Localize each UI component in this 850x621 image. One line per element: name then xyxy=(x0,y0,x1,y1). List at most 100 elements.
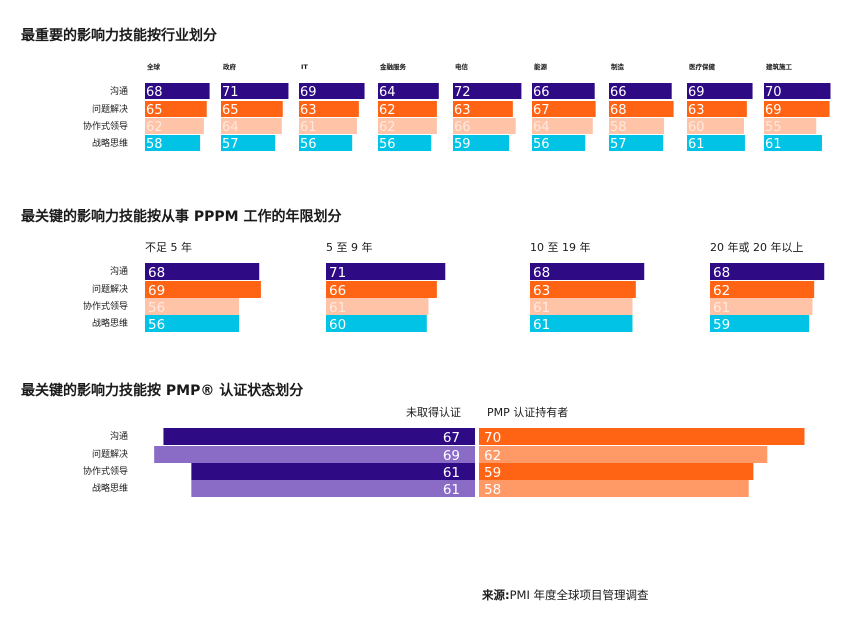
data-label: 61 xyxy=(443,465,460,481)
data-label: 59 xyxy=(484,465,501,481)
data-label: 58 xyxy=(484,482,501,498)
bar xyxy=(532,83,595,99)
bar xyxy=(191,480,475,497)
bar xyxy=(145,315,240,332)
bar xyxy=(145,281,261,298)
category-label: 不足 5 年 xyxy=(145,240,192,254)
data-label: 56 xyxy=(148,317,165,333)
data-label: 66 xyxy=(610,85,627,100)
data-label: 60 xyxy=(688,120,705,135)
bar xyxy=(326,263,446,280)
skill-label: 问题解决 xyxy=(92,448,128,460)
data-label: 61 xyxy=(443,482,460,498)
bar xyxy=(453,83,522,99)
data-label: 61 xyxy=(713,300,730,316)
bar xyxy=(221,135,276,151)
data-label: 61 xyxy=(329,300,346,316)
bar xyxy=(532,101,596,117)
bar xyxy=(221,101,283,117)
category-label: 金融服务 xyxy=(379,62,407,71)
data-label: 61 xyxy=(765,137,782,152)
bar xyxy=(221,118,282,134)
data-label: 62 xyxy=(713,283,730,299)
bar xyxy=(145,101,207,117)
data-label: 70 xyxy=(484,430,501,446)
skill-label: 问题解决 xyxy=(92,103,128,115)
source-text: PMI 年度全球项目管理调查 xyxy=(509,588,649,602)
skill-label: 问题解决 xyxy=(92,283,128,295)
data-label: 62 xyxy=(379,120,396,135)
bar xyxy=(378,118,437,134)
data-label: 62 xyxy=(379,103,396,118)
bar xyxy=(687,83,753,99)
bar xyxy=(530,315,633,332)
bar xyxy=(299,101,359,117)
category-label: 全球 xyxy=(146,62,161,71)
bar xyxy=(479,446,768,463)
category-label: 20 年或 20 年以上 xyxy=(710,240,803,254)
data-label: 62 xyxy=(146,120,163,135)
category-label: 10 至 19 年 xyxy=(530,240,590,254)
skill-label: 沟通 xyxy=(110,430,128,442)
data-label: 57 xyxy=(222,137,239,152)
series-label: 未取得认证 xyxy=(406,406,461,419)
data-label: 63 xyxy=(533,283,550,299)
data-label: 58 xyxy=(146,137,163,152)
bar xyxy=(299,83,365,99)
bar xyxy=(154,446,475,463)
data-label: 69 xyxy=(300,85,317,100)
skill-label: 沟通 xyxy=(110,265,128,277)
data-label: 56 xyxy=(148,300,165,316)
data-label: 56 xyxy=(379,137,396,152)
bar xyxy=(453,135,510,151)
category-label: 5 至 9 年 xyxy=(326,240,373,254)
data-label: 67 xyxy=(443,430,460,446)
category-label: 制造 xyxy=(611,62,625,71)
category-label: IT xyxy=(301,63,308,71)
data-label: 66 xyxy=(329,283,346,299)
bar xyxy=(479,480,749,497)
bar xyxy=(764,118,817,134)
bar xyxy=(145,135,201,151)
chart1-title: 最重要的影响力技能按行业划分 xyxy=(21,28,217,44)
category-label: 建筑施工 xyxy=(765,62,793,71)
source-label: 来源: xyxy=(482,588,510,602)
skill-label: 战略思维 xyxy=(92,482,128,494)
data-label: 69 xyxy=(765,103,782,118)
data-label: 72 xyxy=(454,85,471,100)
data-label: 68 xyxy=(713,265,730,281)
series-label: PMP 认证持有者 xyxy=(487,405,568,419)
data-label: 67 xyxy=(533,103,550,118)
data-label: 57 xyxy=(610,137,627,152)
bar xyxy=(710,298,813,315)
data-label: 59 xyxy=(454,137,471,152)
bar xyxy=(530,298,633,315)
data-label: 58 xyxy=(610,120,627,135)
data-label: 61 xyxy=(300,120,317,135)
skill-label: 协作式领导 xyxy=(83,465,128,477)
bar xyxy=(532,118,593,134)
bar xyxy=(299,135,353,151)
bar xyxy=(453,101,513,117)
bar xyxy=(609,101,674,117)
data-label: 56 xyxy=(533,137,550,152)
data-label: 69 xyxy=(443,448,460,464)
bar xyxy=(479,463,754,480)
data-label: 64 xyxy=(533,120,550,135)
data-label: 64 xyxy=(222,120,239,135)
data-label: 69 xyxy=(688,85,705,100)
bar xyxy=(710,281,815,298)
bar xyxy=(710,263,825,280)
data-label: 71 xyxy=(222,85,239,100)
bar xyxy=(378,83,439,99)
data-label: 63 xyxy=(300,103,317,118)
data-label: 62 xyxy=(484,448,501,464)
bar xyxy=(710,315,810,332)
data-label: 68 xyxy=(533,265,550,281)
bar xyxy=(764,101,830,117)
skill-label: 战略思维 xyxy=(92,137,128,149)
bar xyxy=(479,428,805,445)
chart3-title: 最关键的影响力技能按 PMP® 认证状态划分 xyxy=(21,383,304,399)
data-label: 59 xyxy=(713,317,730,333)
bar xyxy=(609,118,665,134)
